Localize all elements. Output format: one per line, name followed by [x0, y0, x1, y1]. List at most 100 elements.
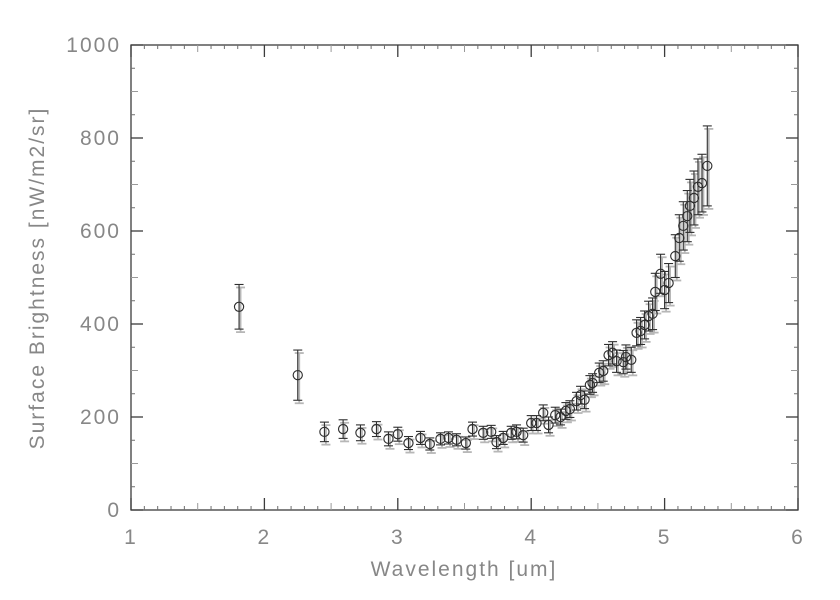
shadow-error-bar — [462, 439, 472, 453]
y-tick-label: 600 — [80, 220, 121, 243]
data-point — [647, 297, 658, 331]
data-point — [511, 424, 522, 440]
open-circle-marker — [518, 429, 529, 441]
open-circle-marker — [611, 356, 622, 367]
data-point — [451, 433, 462, 447]
data-point — [319, 421, 330, 443]
open-circle-marker — [392, 429, 403, 440]
y-tick-label: 200 — [80, 406, 121, 429]
open-circle-marker — [550, 409, 561, 421]
shadow-error-bar — [540, 407, 550, 425]
shadow-error-bars — [236, 128, 714, 454]
data-point — [392, 426, 403, 442]
y-tick-label: 400 — [80, 313, 121, 336]
shadow-error-bar — [236, 286, 246, 334]
open-circle-marker — [451, 434, 462, 445]
x-tick-label: 6 — [791, 526, 805, 549]
shadow-error-bar — [500, 433, 510, 449]
data-point — [702, 125, 713, 207]
data-points — [233, 125, 713, 451]
data-point — [550, 406, 561, 424]
data-point — [460, 436, 472, 450]
data-point — [443, 431, 454, 445]
data-point — [587, 373, 598, 393]
data-point — [663, 262, 674, 304]
open-circle-marker — [435, 433, 446, 445]
data-point — [371, 421, 382, 438]
open-circle-marker — [684, 200, 696, 212]
data-point — [564, 400, 576, 419]
data-point — [620, 344, 632, 370]
data-point — [233, 283, 245, 330]
data-point — [415, 430, 426, 445]
open-circle-marker — [682, 210, 693, 222]
open-circle-marker — [626, 354, 637, 365]
open-circle-marker — [511, 426, 522, 438]
data-point — [435, 432, 446, 446]
data-point — [639, 310, 650, 340]
data-point — [618, 349, 629, 375]
data-point — [403, 435, 414, 451]
shadow-error-bar — [426, 440, 436, 454]
x-tick-label: 3 — [391, 526, 405, 549]
x-tick-label: 4 — [524, 526, 538, 549]
data-point — [518, 427, 529, 443]
open-circle-marker — [598, 365, 609, 377]
open-circle-marker — [538, 407, 549, 418]
open-circle-marker — [486, 426, 497, 438]
shadow-error-bar — [665, 265, 675, 307]
data-point — [337, 419, 349, 439]
shadow-error-bar — [545, 419, 555, 437]
open-circle-marker — [584, 379, 596, 391]
open-circle-marker — [688, 192, 700, 204]
open-circle-marker — [555, 411, 566, 423]
x-ticks — [130, 45, 799, 510]
y-tick-label: 0 — [107, 499, 121, 522]
data-point — [626, 346, 637, 373]
x-tick-label: 5 — [658, 526, 672, 549]
open-circle-marker — [620, 351, 632, 363]
open-circle-marker — [371, 423, 382, 435]
shadow-error-bar — [405, 438, 415, 454]
open-circle-marker — [443, 432, 454, 444]
open-circle-marker — [319, 426, 330, 438]
data-point — [684, 178, 696, 233]
shadow-error-bar — [357, 427, 367, 445]
data-point — [292, 349, 303, 401]
data-point — [355, 424, 366, 442]
open-circle-marker — [647, 308, 658, 319]
open-circle-marker — [467, 423, 478, 435]
data-point — [424, 437, 435, 451]
open-circle-marker — [498, 432, 509, 444]
data-point — [555, 408, 566, 426]
data-point — [506, 425, 517, 440]
open-circle-marker — [618, 356, 629, 368]
data-point — [383, 431, 394, 447]
y-tick-label: 1000 — [66, 34, 121, 57]
x-tick-label: 2 — [258, 526, 272, 549]
open-circle-marker — [526, 417, 537, 429]
shadow-error-bar — [294, 352, 304, 405]
shadow-error-bar — [437, 434, 447, 449]
data-point — [498, 430, 509, 445]
open-circle-marker — [424, 438, 435, 450]
shadow-error-bar — [445, 433, 455, 448]
y-tick-label: 800 — [80, 127, 121, 150]
open-circle-marker — [460, 437, 472, 449]
open-circle-marker — [383, 433, 394, 445]
open-circle-marker — [292, 369, 303, 381]
open-circle-marker — [564, 403, 576, 415]
open-circle-marker — [355, 427, 366, 438]
x-axis-title: Wavelength [um] — [371, 558, 558, 581]
open-circle-marker — [579, 394, 590, 405]
open-circle-marker — [531, 417, 542, 429]
x-tick-labels: 1 2 3 4 5 6 — [124, 526, 805, 549]
open-circle-marker — [543, 419, 554, 431]
data-point — [543, 416, 554, 434]
y-ticks — [131, 44, 798, 511]
data-point — [467, 421, 478, 437]
open-circle-marker — [607, 347, 618, 359]
open-circle-marker — [678, 220, 689, 232]
